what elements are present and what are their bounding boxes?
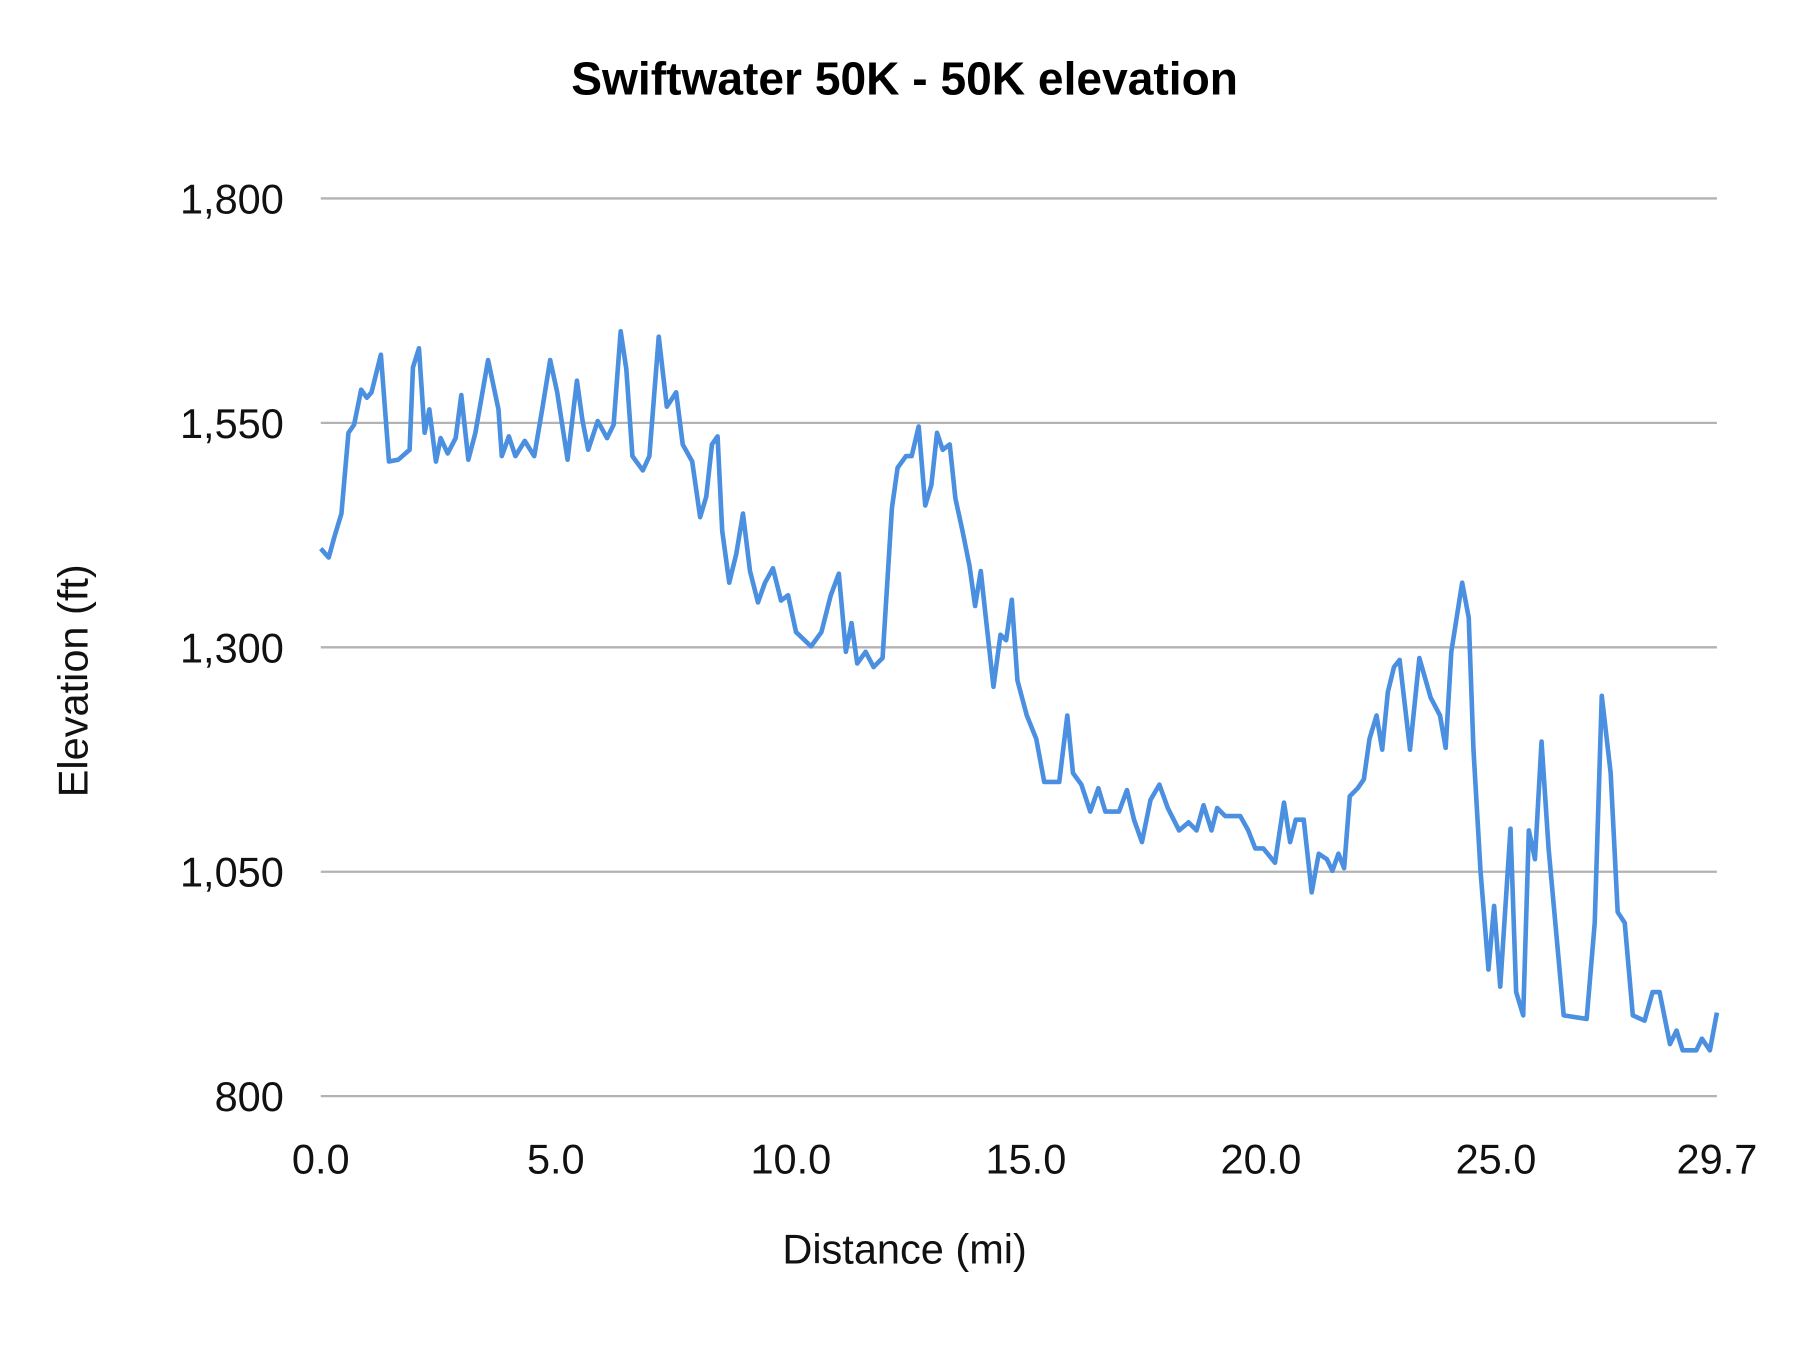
y-tick-label: 1,550 bbox=[180, 400, 284, 447]
x-tick-labels: 0.0 5.0 10.0 15.0 20.0 25.0 29.7 bbox=[292, 1135, 1757, 1182]
x-tick-label: 20.0 bbox=[1221, 1135, 1302, 1182]
x-tick-label: 15.0 bbox=[985, 1135, 1066, 1182]
y-axis-label: Elevation (ft) bbox=[50, 564, 97, 797]
y-tick-label: 800 bbox=[215, 1073, 284, 1120]
y-tick-label: 1,800 bbox=[180, 175, 284, 222]
x-tick-label: 25.0 bbox=[1456, 1135, 1537, 1182]
gridlines bbox=[320, 197, 1717, 1098]
y-tick-label: 1,300 bbox=[180, 624, 284, 671]
x-axis-label: Distance (mi) bbox=[782, 1225, 1027, 1272]
x-tick-label: 10.0 bbox=[750, 1135, 831, 1182]
chart-title: Swiftwater 50K - 50K elevation bbox=[571, 53, 1238, 105]
y-tick-labels: 800 1,050 1,300 1,550 1,800 bbox=[180, 175, 284, 1120]
x-tick-label: 0.0 bbox=[292, 1135, 350, 1182]
elevation-line bbox=[319, 328, 1720, 1053]
y-tick-label: 1,050 bbox=[180, 849, 284, 896]
x-tick-label: 5.0 bbox=[527, 1135, 585, 1182]
x-tick-label: 29.7 bbox=[1677, 1135, 1758, 1182]
